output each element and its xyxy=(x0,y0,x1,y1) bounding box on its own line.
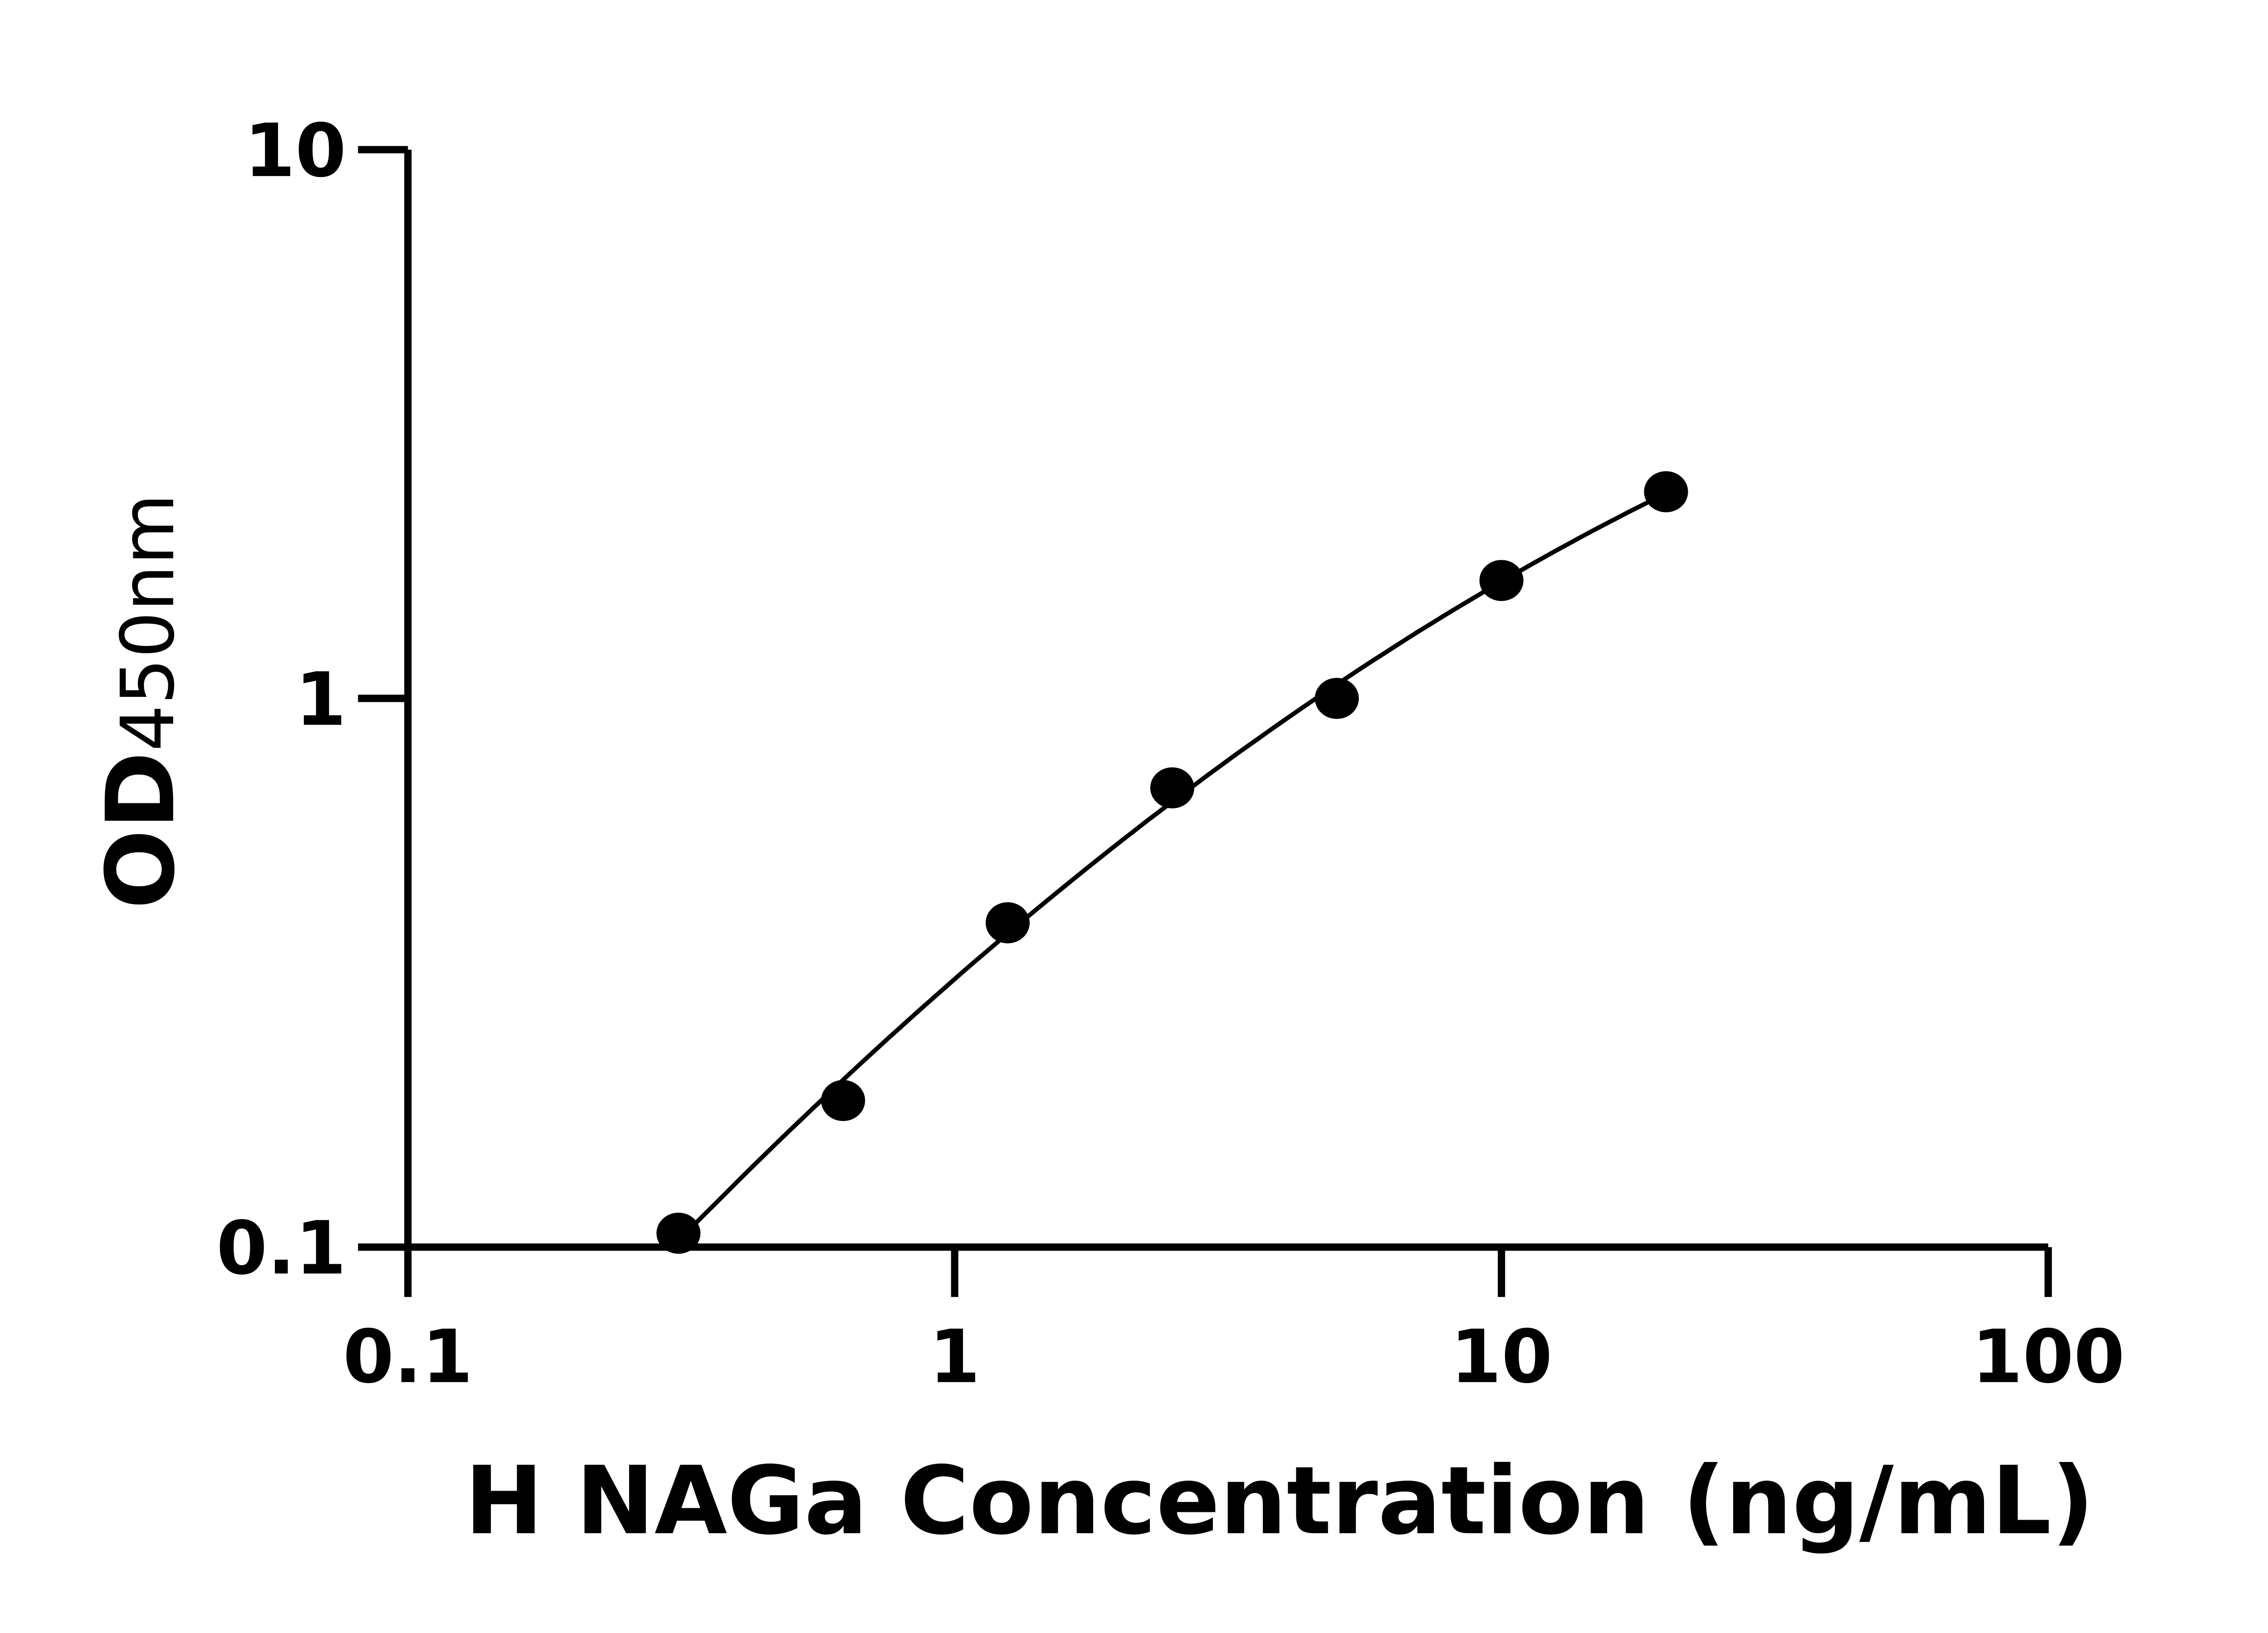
data-point xyxy=(1479,560,1524,601)
data-point xyxy=(656,1213,701,1254)
fit-curve xyxy=(677,491,1667,1242)
y-tick-label: 10 xyxy=(244,108,346,194)
data-point xyxy=(1315,678,1359,719)
y-axis-label-sub: 450nm xyxy=(106,494,191,752)
x-axis-label: H NAGa Concentration (ng/mL) xyxy=(464,1446,2094,1555)
x-tick-label: 100 xyxy=(1972,1315,2125,1400)
x-tick-label: 1 xyxy=(929,1315,980,1400)
data-point xyxy=(985,902,1030,944)
tick-labels: 0.1 1 10 100 0.1 1 10 xyxy=(216,108,2125,1400)
x-tick-label: 0.1 xyxy=(343,1315,473,1400)
y-tick-label: 0.1 xyxy=(216,1206,346,1291)
data-point xyxy=(1150,767,1194,809)
data-points xyxy=(656,471,1688,1254)
data-point xyxy=(821,1080,865,1121)
data-point xyxy=(1644,471,1688,513)
y-axis-label-main: OD xyxy=(86,752,196,909)
x-tick-label: 10 xyxy=(1451,1315,1553,1400)
y-axis-label: OD450nm xyxy=(86,494,196,909)
y-tick-label: 1 xyxy=(295,657,347,743)
axes xyxy=(358,146,2052,1297)
